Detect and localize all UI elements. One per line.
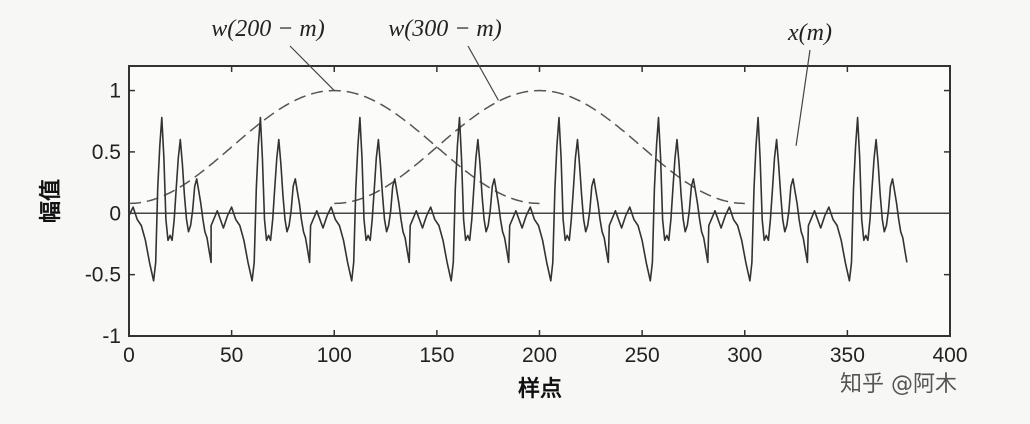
series-clip-group [129, 89, 950, 282]
window-curve-2 [334, 89, 745, 205]
y-tick-label: -1 [102, 325, 121, 348]
x-tick-label: 400 [932, 344, 967, 367]
y-tick-label: 0.5 [92, 141, 121, 164]
x-tick-label: 50 [220, 344, 243, 367]
x-tick-label: 350 [830, 344, 865, 367]
x-tick-label: 150 [419, 344, 454, 367]
annotation-label: w(200 − m) [211, 16, 325, 42]
annotation-leader [467, 45, 499, 101]
series-layer [129, 89, 950, 282]
annotation-leader [795, 49, 811, 146]
x-tick-label: 250 [625, 344, 660, 367]
x-tick-label: 200 [522, 344, 557, 367]
window-curve-1 [129, 89, 540, 205]
y-tick-label: 1 [109, 80, 121, 103]
y-tick-label: 0 [109, 202, 121, 225]
x-tick-label: 0 [123, 344, 135, 367]
annotation-label: w(300 − m) [388, 16, 502, 42]
plot-area [128, 65, 951, 337]
annotation-leader [289, 45, 335, 91]
signal-line [129, 116, 908, 282]
tick-labels: 0 50 100 150 200 250 300 350 400 -1 -0.5 0 0.5 1 [85, 80, 968, 367]
y-axis-title: 幅值 [38, 179, 64, 223]
annotations: w(200 − m) w(300 − m) x(m) [211, 16, 832, 146]
annotation-label: x(m) [787, 20, 832, 46]
x-tick-label: 100 [317, 344, 352, 367]
x-tick-label: 300 [727, 344, 762, 367]
y-tick-label: -0.5 [85, 264, 121, 287]
watermark-text: 知乎 @阿木 [840, 372, 957, 397]
x-axis-title: 样点 [518, 376, 562, 402]
